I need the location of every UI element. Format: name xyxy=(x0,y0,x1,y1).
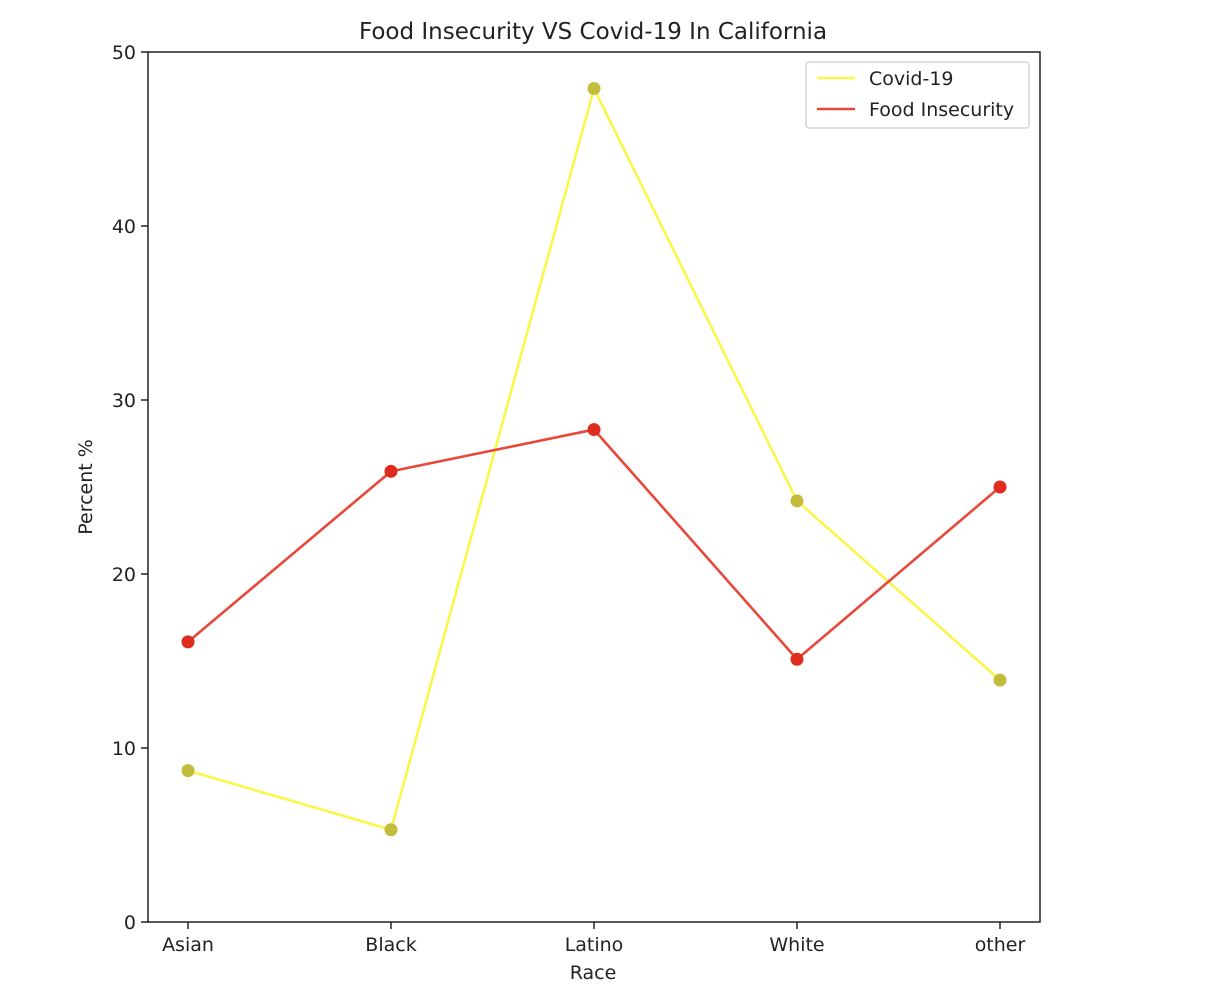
data-point xyxy=(587,423,601,437)
series-food-insecurity xyxy=(181,423,1007,666)
series-covid-19 xyxy=(181,82,1007,837)
y-tick-label: 30 xyxy=(112,390,136,412)
x-axis: Asian Black Latino White other xyxy=(162,922,1025,956)
x-axis-label: Race xyxy=(570,962,617,984)
legend-label: Covid-19 xyxy=(869,68,954,90)
x-tick-label: Latino xyxy=(565,934,624,956)
y-tick-label: 0 xyxy=(124,912,136,934)
series-line xyxy=(187,428,1001,661)
data-point xyxy=(993,480,1007,494)
legend: Covid-19 Food Insecurity xyxy=(805,61,1030,129)
data-point xyxy=(790,652,804,666)
series-layer xyxy=(181,82,1007,837)
legend-box xyxy=(805,61,1030,129)
series-line xyxy=(187,87,1001,832)
plot-frame xyxy=(147,51,1041,923)
x-tick-label: Black xyxy=(365,934,416,956)
y-tick-label: 50 xyxy=(112,42,136,64)
data-point xyxy=(384,823,398,837)
chart-title: Food Insecurity VS Covid-19 In Californi… xyxy=(359,19,827,45)
x-tick-label: other xyxy=(975,934,1026,956)
y-tick-label: 10 xyxy=(112,738,136,760)
data-point xyxy=(181,635,195,649)
y-tick-label: 20 xyxy=(112,564,136,586)
data-point xyxy=(587,82,601,96)
data-point xyxy=(790,494,804,508)
data-point xyxy=(181,764,195,778)
y-axis-label: Percent % xyxy=(75,439,97,535)
data-point xyxy=(384,464,398,478)
y-tick-label: 40 xyxy=(112,216,136,238)
y-axis: 0 10 20 30 40 50 xyxy=(112,42,148,934)
x-tick-label: Asian xyxy=(162,934,214,956)
legend-label: Food Insecurity xyxy=(869,99,1014,121)
x-tick-label: White xyxy=(769,934,824,956)
data-point xyxy=(993,673,1007,687)
